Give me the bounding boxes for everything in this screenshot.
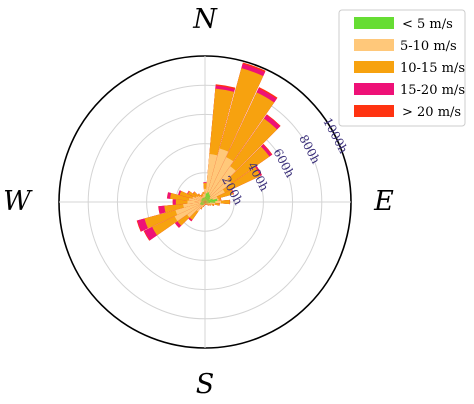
bar-sector-320-1 (201, 198, 205, 202)
radial-tick-label: 600h (270, 146, 297, 180)
bar-sector-130-1 (205, 202, 207, 204)
bar-sector-240-2 (174, 202, 205, 222)
bar-sector-20-2 (205, 148, 229, 202)
bar-sector-160-1 (205, 202, 206, 204)
legend-swatch-1 (354, 17, 394, 29)
legend-label-4: 15-20 m/s (400, 83, 465, 98)
bar-sector-230-2 (187, 202, 205, 218)
bar-sector-250-2 (175, 202, 205, 215)
polar-grid (58, 55, 352, 349)
wind-rose-bars (136, 62, 281, 241)
bar-sector-250-1 (200, 202, 205, 205)
bar-sector-340-1 (203, 197, 205, 202)
bar-sector-90-1 (205, 201, 216, 203)
compass-south-label: S (196, 369, 215, 400)
bar-sector-200-1 (204, 202, 205, 205)
bar-sector-210-1 (203, 202, 205, 205)
bar-sector-30-1 (205, 194, 210, 202)
bar-sector-230-1 (201, 202, 205, 206)
bar-sector-280-1 (201, 201, 205, 202)
bar-sector-50-1 (205, 197, 211, 202)
bar-sector-10-1 (205, 193, 208, 202)
bar-sector-100-1 (205, 202, 211, 204)
bar-sector-10-2 (205, 154, 218, 202)
bar-sector-110-1 (205, 202, 209, 204)
bar-sector-70-1 (205, 198, 213, 202)
legend-swatch-5 (354, 105, 394, 117)
bar-sector-60-2 (205, 189, 225, 202)
bar-sector-0-2 (203, 188, 207, 202)
bar-sector-30-2 (205, 157, 234, 202)
legend-label-5: > 20 m/s (402, 105, 461, 120)
compass-east-label: E (373, 186, 394, 217)
bar-sector-60-1 (205, 199, 210, 202)
compass-north-label: N (192, 4, 218, 35)
bar-sector-40-1 (205, 195, 211, 202)
legend-label-1: < 5 m/s (402, 17, 453, 32)
bar-sector-280-2 (189, 197, 205, 202)
bar-sector-50-2 (205, 179, 232, 202)
bar-sector-270-1 (200, 201, 205, 203)
bar-sector-120-1 (205, 202, 208, 204)
legend-label-2: 5-10 m/s (400, 39, 457, 54)
bar-sector-300-1 (201, 199, 205, 202)
bar-sector-220-1 (202, 202, 205, 205)
bar-sector-150-1 (205, 202, 206, 204)
bar-sector-270-2 (187, 200, 205, 204)
legend-swatch-3 (354, 61, 394, 73)
bar-sector-80-1 (205, 198, 218, 202)
bar-sector-40-2 (205, 166, 236, 202)
compass-west-label: W (3, 186, 33, 217)
legend-swatch-4 (354, 83, 394, 95)
bar-sector-260-1 (200, 202, 205, 204)
bar-sector-0-1 (204, 196, 206, 202)
radial-tick-label: 800h (296, 133, 323, 167)
legend: < 5 m/s 5-10 m/s 10-15 m/s 15-20 m/s > 2… (338, 9, 466, 127)
bar-sector-310-1 (201, 198, 205, 202)
bar-sector-290-1 (201, 200, 205, 202)
bar-sector-140-1 (205, 202, 207, 204)
bar-sector-20-1 (205, 192, 210, 202)
bar-sector-330-1 (202, 198, 205, 202)
bar-sector-350-1 (203, 197, 205, 202)
legend-label-3: 10-15 m/s (400, 61, 465, 76)
bar-sector-260-2 (183, 202, 205, 208)
legend-swatch-2 (354, 39, 394, 51)
bar-sector-240-1 (200, 202, 205, 205)
